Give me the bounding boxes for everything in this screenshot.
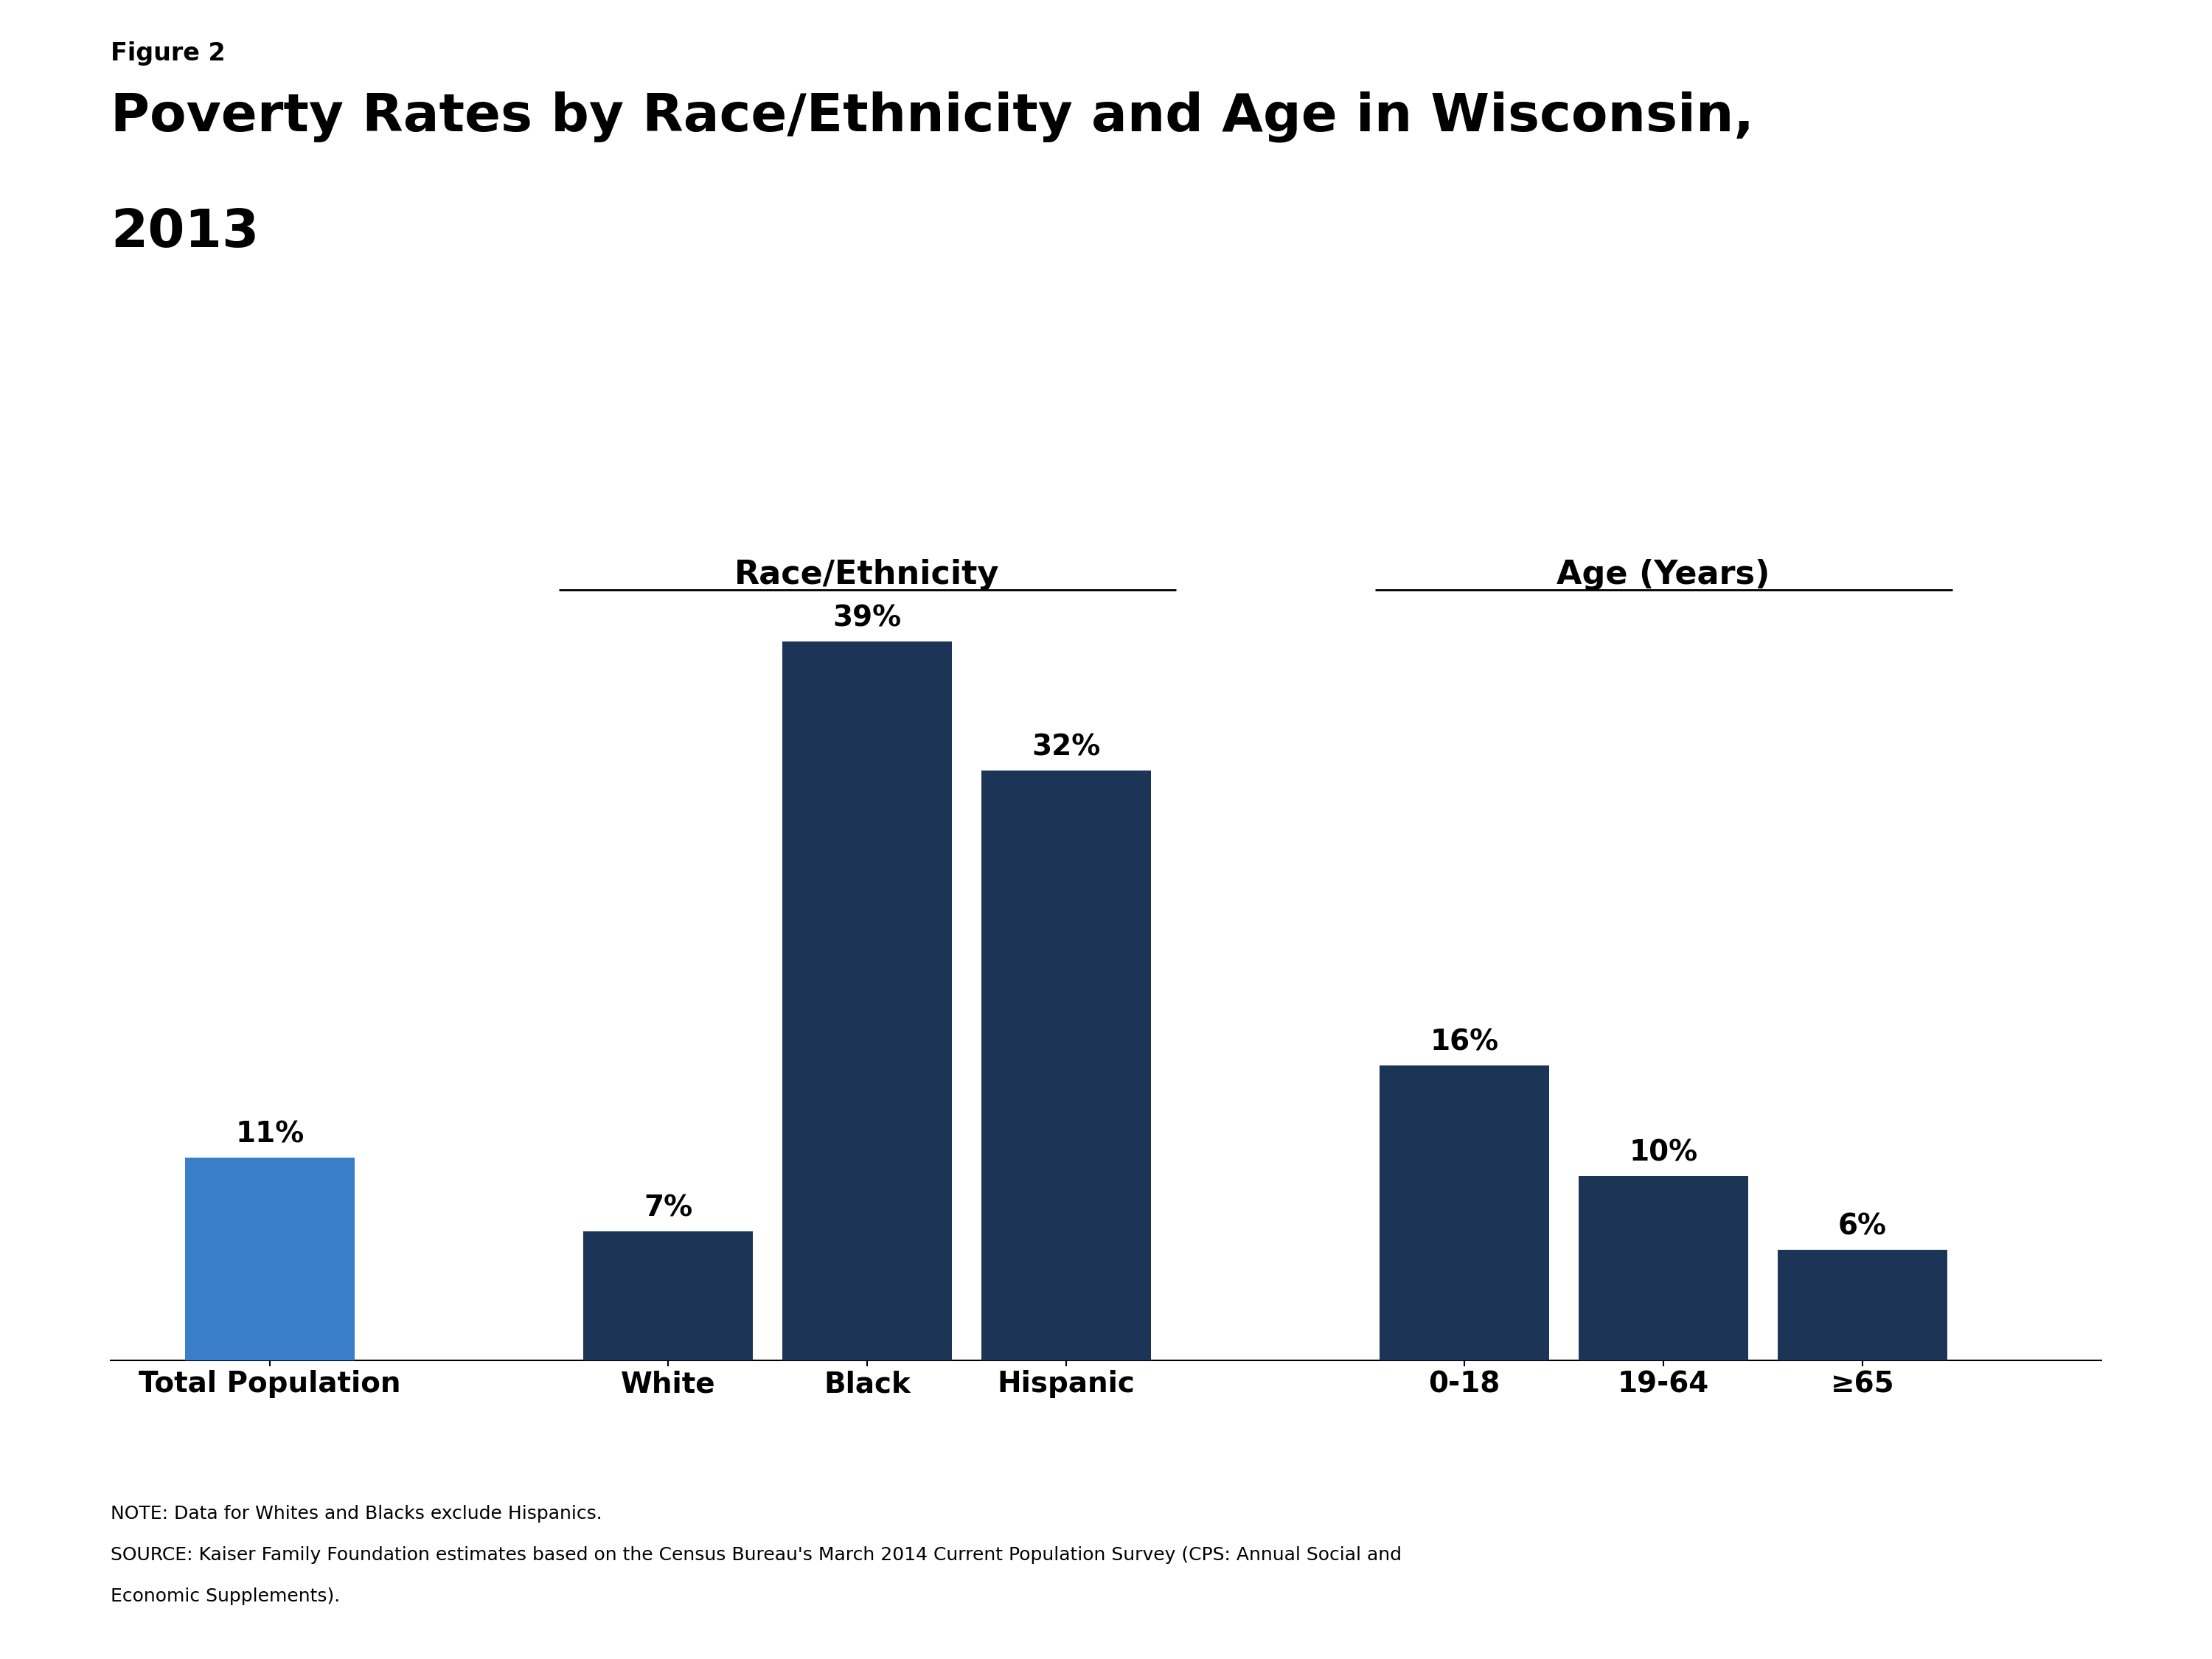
- Text: 7%: 7%: [644, 1194, 692, 1223]
- Text: 39%: 39%: [832, 604, 902, 632]
- Text: 11%: 11%: [234, 1120, 305, 1148]
- Text: Economic Supplements).: Economic Supplements).: [111, 1588, 341, 1606]
- Text: NOTE: Data for Whites and Blacks exclude Hispanics.: NOTE: Data for Whites and Blacks exclude…: [111, 1505, 602, 1523]
- Bar: [1579, 1176, 1747, 1360]
- Text: 10%: 10%: [1628, 1138, 1699, 1166]
- Bar: [584, 1231, 752, 1360]
- Bar: [186, 1158, 354, 1360]
- Bar: [982, 770, 1150, 1360]
- Text: 16%: 16%: [1429, 1029, 1500, 1057]
- Bar: [783, 642, 951, 1360]
- Text: FOUNDATION: FOUNDATION: [2033, 1616, 2093, 1624]
- Text: FAMILY: FAMILY: [2039, 1576, 2086, 1589]
- Text: 32%: 32%: [1031, 733, 1102, 761]
- Text: THE HENRY J.: THE HENRY J.: [2033, 1506, 2093, 1513]
- Text: 6%: 6%: [1838, 1213, 1887, 1241]
- Text: Poverty Rates by Race/Ethnicity and Age in Wisconsin,: Poverty Rates by Race/Ethnicity and Age …: [111, 91, 1754, 143]
- Text: 2013: 2013: [111, 207, 259, 259]
- Bar: [1380, 1065, 1548, 1360]
- Text: Age (Years): Age (Years): [1557, 559, 1770, 591]
- Text: Figure 2: Figure 2: [111, 41, 226, 66]
- Text: SOURCE: Kaiser Family Foundation estimates based on the Census Bureau's March 20: SOURCE: Kaiser Family Foundation estimat…: [111, 1546, 1402, 1564]
- Text: KAISER: KAISER: [2026, 1536, 2099, 1553]
- Text: Race/Ethnicity: Race/Ethnicity: [734, 559, 1000, 591]
- Bar: [1778, 1249, 1947, 1360]
